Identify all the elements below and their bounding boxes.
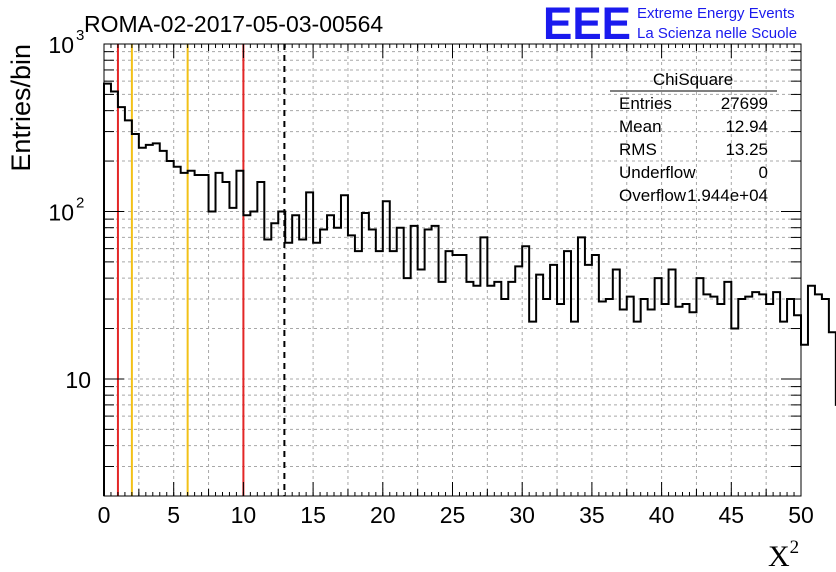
x-axis-label: X2 bbox=[768, 537, 799, 572]
histogram-layer bbox=[103, 82, 836, 496]
x-tick-label: 50 bbox=[788, 502, 814, 528]
eee-logo-mark: EEE bbox=[543, 0, 631, 49]
reference-lines bbox=[116, 44, 286, 496]
eee-logo-line2: La Scienza nelle Scuole bbox=[637, 25, 797, 42]
y-tick-exponent: 3 bbox=[76, 27, 84, 44]
y-tick-label: 10 bbox=[65, 367, 91, 393]
stats-entries-value: 27699 bbox=[721, 94, 768, 113]
x-tick-label: 20 bbox=[370, 502, 396, 528]
x-tick-label: 30 bbox=[509, 502, 535, 528]
x-tick-label: 40 bbox=[649, 502, 675, 528]
eee-logo-line1: Extreme Energy Events bbox=[637, 5, 795, 22]
y-tick-exponent: 2 bbox=[76, 194, 84, 211]
x-tick-label: 15 bbox=[300, 502, 326, 528]
stats-mean-label: Mean bbox=[619, 117, 662, 136]
grid-layer bbox=[104, 44, 801, 497]
y-tick-label: 10 bbox=[48, 32, 74, 58]
eee-logo: EEE Extreme Energy Events La Scienza nel… bbox=[543, 0, 797, 49]
stats-rms-label: RMS bbox=[619, 140, 657, 159]
x-tick-label: 5 bbox=[167, 502, 180, 528]
tick-layer bbox=[103, 43, 802, 497]
x-tick-label: 35 bbox=[579, 502, 605, 528]
stats-underflow-label: Underflow bbox=[619, 163, 696, 182]
x-tick-label: 0 bbox=[98, 502, 111, 528]
stats-rms-value: 13.25 bbox=[725, 140, 768, 159]
x-axis-label-base: X bbox=[768, 540, 790, 572]
stats-overflow-label: Overflow bbox=[619, 186, 687, 205]
x-tick-label: 10 bbox=[231, 502, 257, 528]
stats-underflow-value: 0 bbox=[759, 163, 768, 182]
y-tick-label: 10 bbox=[48, 199, 74, 225]
chart-title: ROMA-02-2017-05-03-00564 bbox=[84, 11, 383, 37]
stats-mean-value: 12.94 bbox=[725, 117, 768, 136]
stats-title: ChiSquare bbox=[653, 70, 733, 89]
histogram-outline bbox=[103, 82, 836, 496]
x-tick-label: 25 bbox=[440, 502, 466, 528]
stats-overflow-value: 1.944e+04 bbox=[687, 186, 768, 205]
stats-box: ChiSquare Entries 27699 Mean 12.94 RMS 1… bbox=[610, 70, 777, 205]
x-tick-label: 45 bbox=[719, 502, 745, 528]
stats-entries-label: Entries bbox=[619, 94, 672, 113]
x-axis-label-exponent: 2 bbox=[790, 537, 800, 558]
y-axis-label: Entries/bin bbox=[6, 44, 36, 172]
